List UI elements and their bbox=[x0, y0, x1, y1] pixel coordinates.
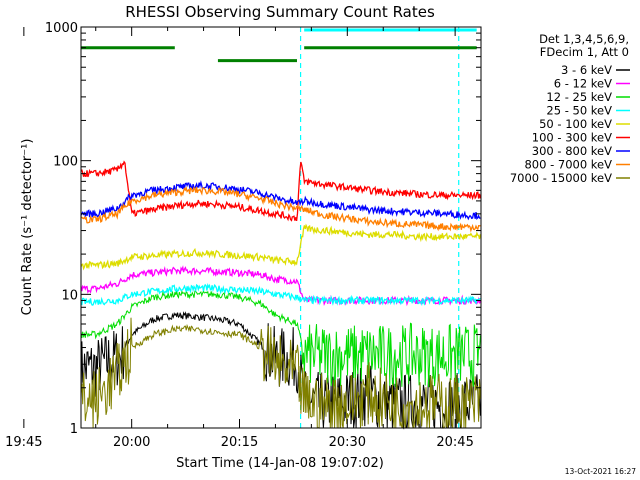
series-line bbox=[80, 160, 482, 222]
legend-entry-label: 50 - 100 keV bbox=[539, 117, 612, 131]
series-line bbox=[80, 186, 481, 233]
x-tick-label: 20:30 bbox=[329, 435, 366, 450]
series-line bbox=[80, 223, 482, 271]
legend-entry-label: 25 - 50 keV bbox=[546, 104, 612, 118]
plot-frame bbox=[80, 26, 482, 429]
y-tick-label: 10 bbox=[61, 288, 78, 303]
series-line bbox=[80, 289, 481, 388]
y-tick-label: 1000 bbox=[45, 21, 78, 36]
series-line bbox=[80, 265, 482, 307]
legend-entry-label: 3 - 6 keV bbox=[561, 63, 612, 77]
y-axis-ticks: 1 10 100 1000 bbox=[45, 21, 481, 437]
legend-entry-label: 100 - 300 keV bbox=[532, 131, 612, 145]
series-layer bbox=[80, 160, 482, 430]
series-line bbox=[80, 180, 481, 221]
x-tick-label: 20:45 bbox=[436, 435, 473, 450]
legend-header-line-1: Det 1,3,4,5,6,9, bbox=[539, 32, 629, 46]
chart-title: RHESSI Observing Summary Count Rates bbox=[125, 3, 435, 21]
legend-entry-label: 300 - 800 keV bbox=[532, 144, 612, 158]
y-tick-label: 1 bbox=[70, 422, 78, 437]
legend-entry-label: 7000 - 15000 keV bbox=[510, 171, 612, 185]
legend-entry-label: 12 - 25 keV bbox=[546, 90, 612, 104]
x-tick-label: 19:45 bbox=[5, 435, 42, 450]
y-axis-label: Count Rate (s⁻¹ detector⁻¹) bbox=[20, 139, 35, 316]
footer-timestamp: 13-Oct-2021 16:27 bbox=[565, 467, 636, 476]
legend-entry-label: 800 - 7000 keV bbox=[524, 158, 612, 172]
y-tick-label: 100 bbox=[53, 155, 78, 170]
legend-header-line-2: FDecim 1, Att 0 bbox=[540, 45, 629, 59]
legend-entry-label: 6 - 12 keV bbox=[554, 77, 612, 91]
x-tick-label: 20:15 bbox=[221, 435, 258, 450]
x-axis-label: Start Time (14-Jan-08 19:07:02) bbox=[176, 456, 384, 471]
state-bars: NRD0RD4 bbox=[81, 28, 477, 63]
legend: Det 1,3,4,5,6,9, FDecim 1, Att 0 3 - 6 k… bbox=[510, 32, 630, 185]
series-line bbox=[80, 282, 481, 307]
x-tick-label: 20:00 bbox=[113, 435, 150, 450]
